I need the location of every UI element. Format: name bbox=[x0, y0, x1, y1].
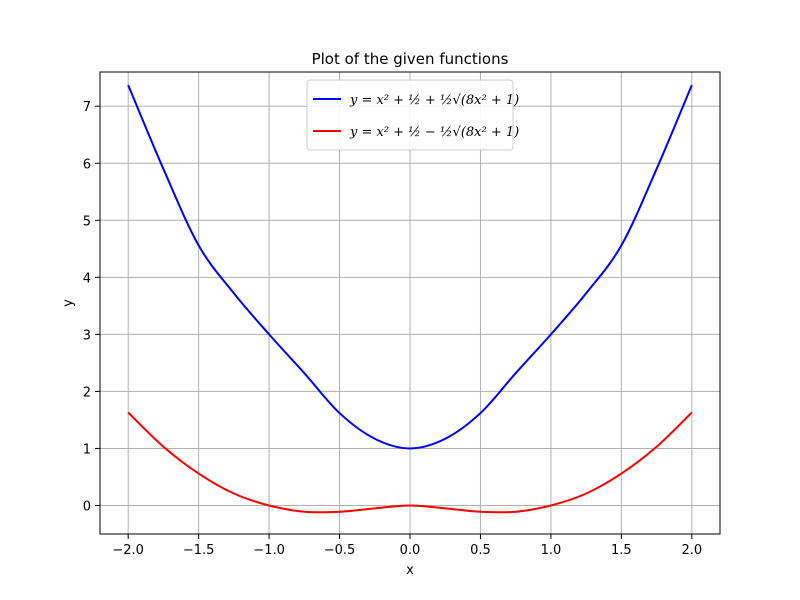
y-axis-label: y bbox=[61, 299, 76, 307]
x-tick-label: 2.0 bbox=[681, 543, 702, 558]
series-line-upper bbox=[127, 84, 693, 450]
y-tick-label: 1 bbox=[83, 442, 91, 457]
chart-title: Plot of the given functions bbox=[312, 50, 509, 68]
ticks: −2.0 −1.5 −1.0 −0.5 0.0 0.5 1.0 1.5 2.0 0 1 2 3 4 5 6 7 bbox=[83, 100, 702, 558]
y-tick-label: 5 bbox=[83, 214, 91, 229]
y-tick-label: 0 bbox=[83, 499, 91, 514]
x-tick-label: −2.0 bbox=[112, 543, 144, 558]
x-tick-label: 0.5 bbox=[470, 543, 491, 558]
x-axis-label: x bbox=[406, 563, 414, 578]
series-line-lower bbox=[127, 411, 693, 514]
x-tick-label: 1.5 bbox=[611, 543, 632, 558]
x-tick-label: −0.5 bbox=[324, 543, 356, 558]
y-tick-label: 7 bbox=[83, 100, 91, 115]
x-tick-label: −1.0 bbox=[253, 543, 285, 558]
legend: y = x² + ½ + ½√(8x² + 1) y = x² + ½ − ½√… bbox=[306, 79, 519, 151]
series-layer bbox=[127, 84, 693, 514]
x-tick-label: −1.5 bbox=[183, 543, 215, 558]
x-tick-label: 0.0 bbox=[400, 543, 421, 558]
x-tick-label: 1.0 bbox=[541, 543, 562, 558]
y-tick-label: 6 bbox=[83, 157, 91, 172]
legend-label-upper: y = x² + ½ + ½√(8x² + 1) bbox=[349, 93, 519, 108]
y-tick-label: 4 bbox=[83, 271, 91, 286]
legend-box bbox=[306, 79, 514, 151]
y-tick-label: 2 bbox=[83, 385, 91, 400]
legend-label-lower: y = x² + ½ − ½√(8x² + 1) bbox=[349, 125, 519, 140]
y-tick-label: 3 bbox=[83, 328, 91, 343]
